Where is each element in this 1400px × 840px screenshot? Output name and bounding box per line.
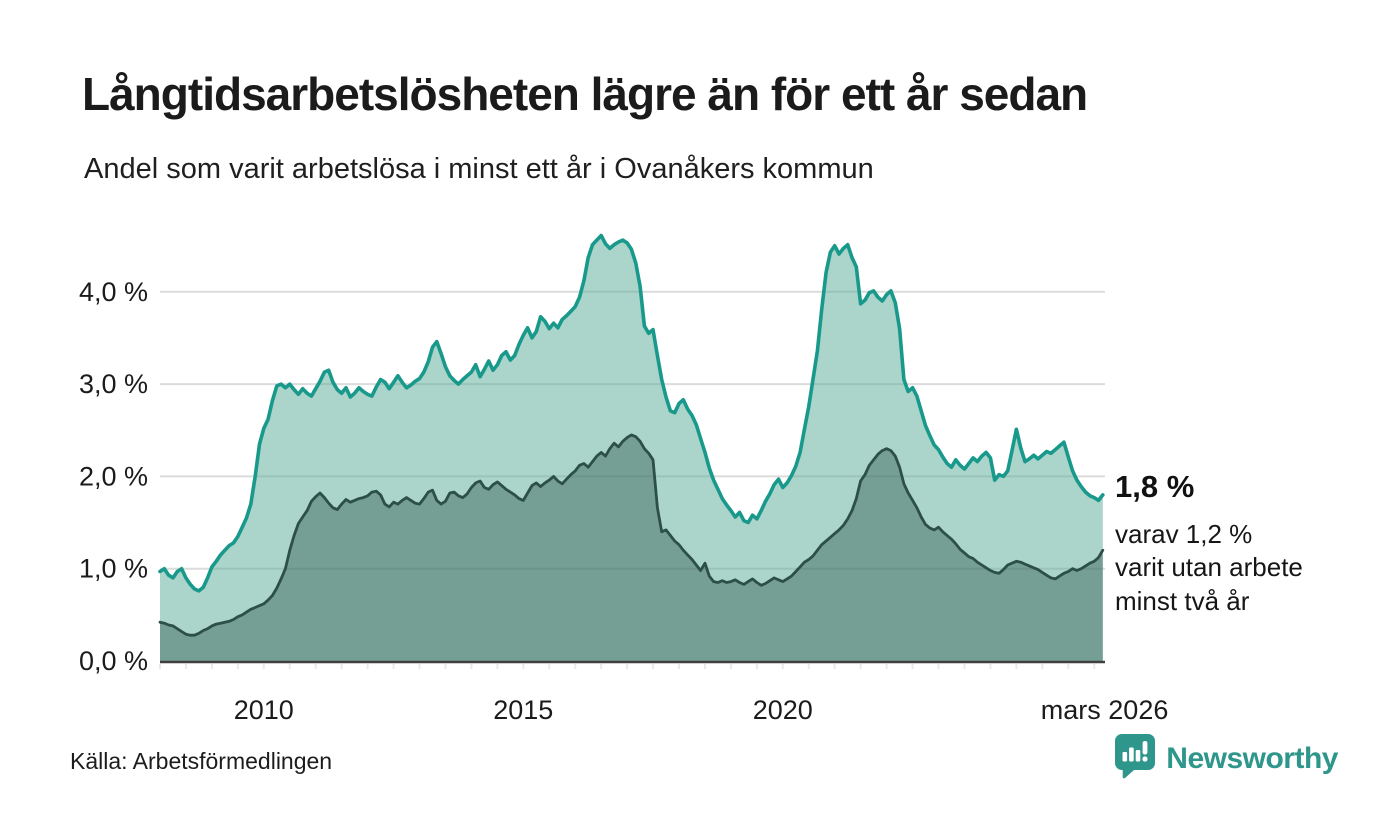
annotation-line: minst två år (1115, 585, 1250, 616)
svg-text:2,0 %: 2,0 % (79, 461, 148, 491)
svg-text:4,0 %: 4,0 % (79, 277, 148, 307)
page-title: Långtidsarbetslösheten lägre än för ett … (82, 68, 1088, 120)
svg-text:2015: 2015 (493, 695, 553, 725)
brand-name: Newsworthy (1166, 741, 1338, 775)
svg-text:1,0 %: 1,0 % (79, 554, 148, 584)
annotation-line: varav 1,2 % (1115, 519, 1253, 550)
svg-text:3,0 %: 3,0 % (79, 369, 148, 399)
svg-text:2020: 2020 (753, 695, 813, 725)
page-subtitle: Andel som varit arbetslösa i minst ett å… (84, 153, 874, 185)
svg-text:2010: 2010 (234, 695, 294, 725)
latest-value-label: 1,8 % (1115, 469, 1195, 504)
latest-value-annotation: 1,8 % varav 1,2 % varit utan arbete mins… (1115, 469, 1385, 618)
svg-text:mars 2026: mars 2026 (1041, 695, 1169, 725)
annotation-line: varit utan arbete (1115, 552, 1303, 583)
svg-text:0,0 %: 0,0 % (79, 646, 148, 676)
source-note: Källa: Arbetsförmedlingen (70, 748, 333, 774)
brand-logo: Newsworthy (1114, 733, 1338, 784)
newsworthy-bubble-chart-icon (1114, 733, 1156, 784)
